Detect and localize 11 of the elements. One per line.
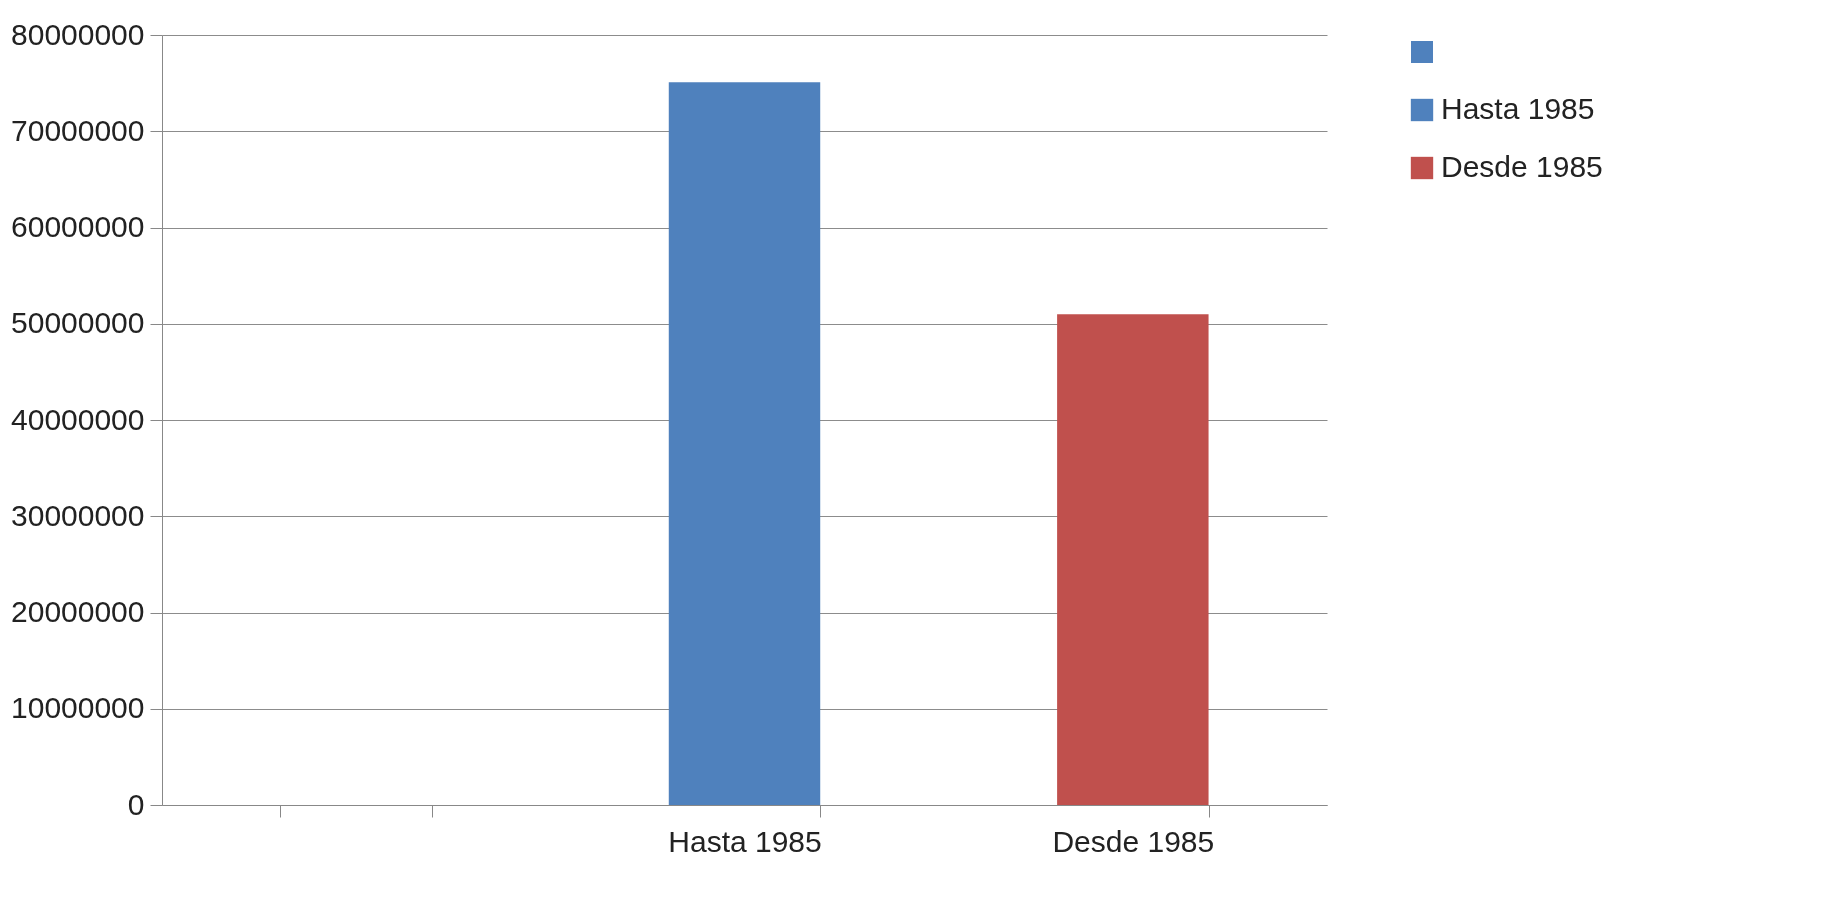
y-tick-label: 30000000 [11, 498, 145, 532]
y-tick-label: 40000000 [11, 402, 145, 436]
legend-label: Desde 1985 [1441, 150, 1603, 183]
y-tick-label: 0 [127, 787, 145, 821]
legend-label: Hasta 1985 [1441, 92, 1595, 125]
y-tick-label: 80000000 [11, 17, 145, 51]
y-tick-label: 50000000 [11, 306, 145, 340]
y-tick-label: 20000000 [11, 595, 145, 628]
y-tick-label: 10000000 [11, 691, 145, 725]
y-tick-label: 70000000 [11, 113, 145, 147]
y-tick-label: 60000000 [11, 210, 145, 243]
